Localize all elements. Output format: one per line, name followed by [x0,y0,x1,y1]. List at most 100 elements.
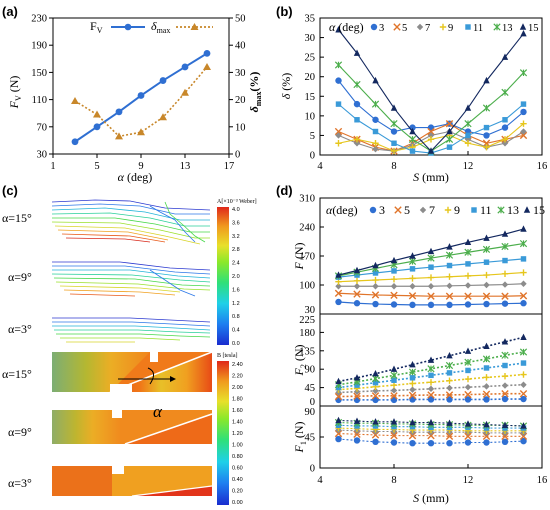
d-d-mid-series-11-point [502,362,508,369]
a-ytick-left-label: 110 [32,95,47,106]
d-d-mid-series-13-point [390,371,398,379]
d-d-mid-series-11-point [520,360,527,366]
b-series-15-point [520,29,527,37]
a-series-dmax-point [203,62,211,70]
d-d-top-series-11-point [520,256,527,262]
d-legend-marker-13 [497,206,505,214]
b-ytick-label: 35 [305,14,316,25]
d-d-top-series-15-point [520,225,527,232]
b-series-5-point [482,139,491,147]
panel-d-top-ylabel: F (N) [292,242,306,270]
d-legend-marker-9 [444,206,452,214]
d-d-mid-series-9-point [427,379,435,386]
d-d-top-series-9-point [372,276,379,284]
panel-b-legend: α (deg) 3 5 7 9 11 13 15 [329,20,539,34]
colorbar-flux-density-tick: 1.60 [232,408,243,414]
b-series-13-point [464,120,472,128]
b-series-11-point [335,101,342,107]
d-d-bot-series-5-point [519,432,528,441]
d-d-bot-series-15-point [464,420,472,427]
panel-c: (c) [2,183,257,506]
d-legend-marker-5 [394,206,402,214]
a-series-fv-point [115,108,123,116]
d-d-top-series-5-point [519,292,528,300]
d-d-bot-series-5-point [353,430,361,438]
d-d-top-series-13-point [427,254,435,262]
b-ytick-label: 15 [305,92,316,103]
legend-fv-label: FV [90,19,103,35]
d-d-top-series-9-point [353,277,361,285]
panel-d-bot-frame [319,405,543,469]
d-d-top-series-5-point [390,291,398,300]
colorbar-flux-tick: 1.2 [232,301,240,307]
angle-alpha-label: α [153,402,163,421]
b-series-15-point [409,127,416,135]
colorbar-flux-title: A[×10⁻³ Weber] [217,199,257,205]
d-d-bot-series-5-point [427,431,435,440]
d-legend-marker-3 [369,206,377,214]
d-d-top-series-3-point [335,298,342,306]
d-d-top-series-11-point [446,262,453,269]
d-d-top-series-3-point [483,300,490,308]
b-series-7-point [427,132,435,139]
d-d-top-series-5-point [371,291,380,299]
b-legend-label-9: 9 [448,23,453,34]
d-d-mid-series-13-point [482,355,491,363]
b-legend-label-3: 3 [379,23,384,34]
d-d-mid-series-11-point [372,379,379,386]
d-d-top-series-11-point [372,270,379,276]
a-ytick-left-label: 190 [31,41,47,52]
b-series-9-point [520,120,527,127]
d-d-bot-ytick-label: 90 [305,407,316,418]
b-series-3-point [501,124,509,131]
b-series-7-point [372,145,379,153]
d-d-mid-series-11-point [465,367,471,374]
d-d-mid-series-13-point [427,365,435,373]
d-d-mid-series-15-point [483,342,490,350]
d-d-top-series-9-point [483,271,490,279]
d-d-mid-series-5-point [408,391,417,400]
d-d-mid-series-13-point [464,358,472,366]
d-d-top-series-9-point [520,269,527,276]
alpha-label-4: α=15° [2,367,32,381]
b-series-15-point [464,104,472,111]
b-series-11-point [502,117,508,123]
panel-a-ylabel-right: δmax(%) [247,72,263,113]
d-d-mid-series-7-point [446,384,453,392]
d-d-bot-series-3-point [390,439,398,446]
d-d-mid-series-3-point [520,395,527,403]
d-d-mid-series-15-point [353,374,361,381]
b-xtick-label: 4 [317,161,323,172]
a-ytick-left-label: 230 [31,14,47,25]
flux-line-plot-alpha15 [51,199,211,245]
d-legend-label-9: 9 [454,203,460,217]
d-d-bot-series-15-point [446,419,453,426]
b-series-3-point [372,116,379,123]
d-d-mid-series-11-point [354,382,360,388]
b-series-15-point [372,76,379,84]
b-series-13-point [482,104,491,112]
b-series-15-point [446,127,453,135]
colorbar-flux-density-tick: 1.80 [232,397,243,403]
d-d-top-series-15-point [446,243,453,250]
d-d-top-series-7-point [483,281,490,289]
colorbar-flux-tick: 2.0 [232,274,240,280]
b-ytick-label: 30 [305,33,316,44]
a-xtick-label: 13 [180,161,191,172]
a-series-dmax-point [71,96,79,104]
b-series-7-point [520,128,527,135]
d-d-mid-series-11-point [428,372,434,379]
d-d-top-series-5-point [464,292,472,300]
b-series-15-point [335,26,342,33]
d-d-mid-series-3-point [501,395,509,403]
panel-a-marks [49,17,233,158]
b-legend-marker-15 [519,23,527,30]
d-d-bot-ytick-label: 45 [305,433,316,444]
d-d-top-series-7-point [409,283,416,290]
d-d-bot-series-15-point [353,417,361,424]
d-legend-marker-7 [419,206,427,214]
a-series-fv-point [159,77,167,84]
d-d-top-series-11-point [428,264,434,270]
